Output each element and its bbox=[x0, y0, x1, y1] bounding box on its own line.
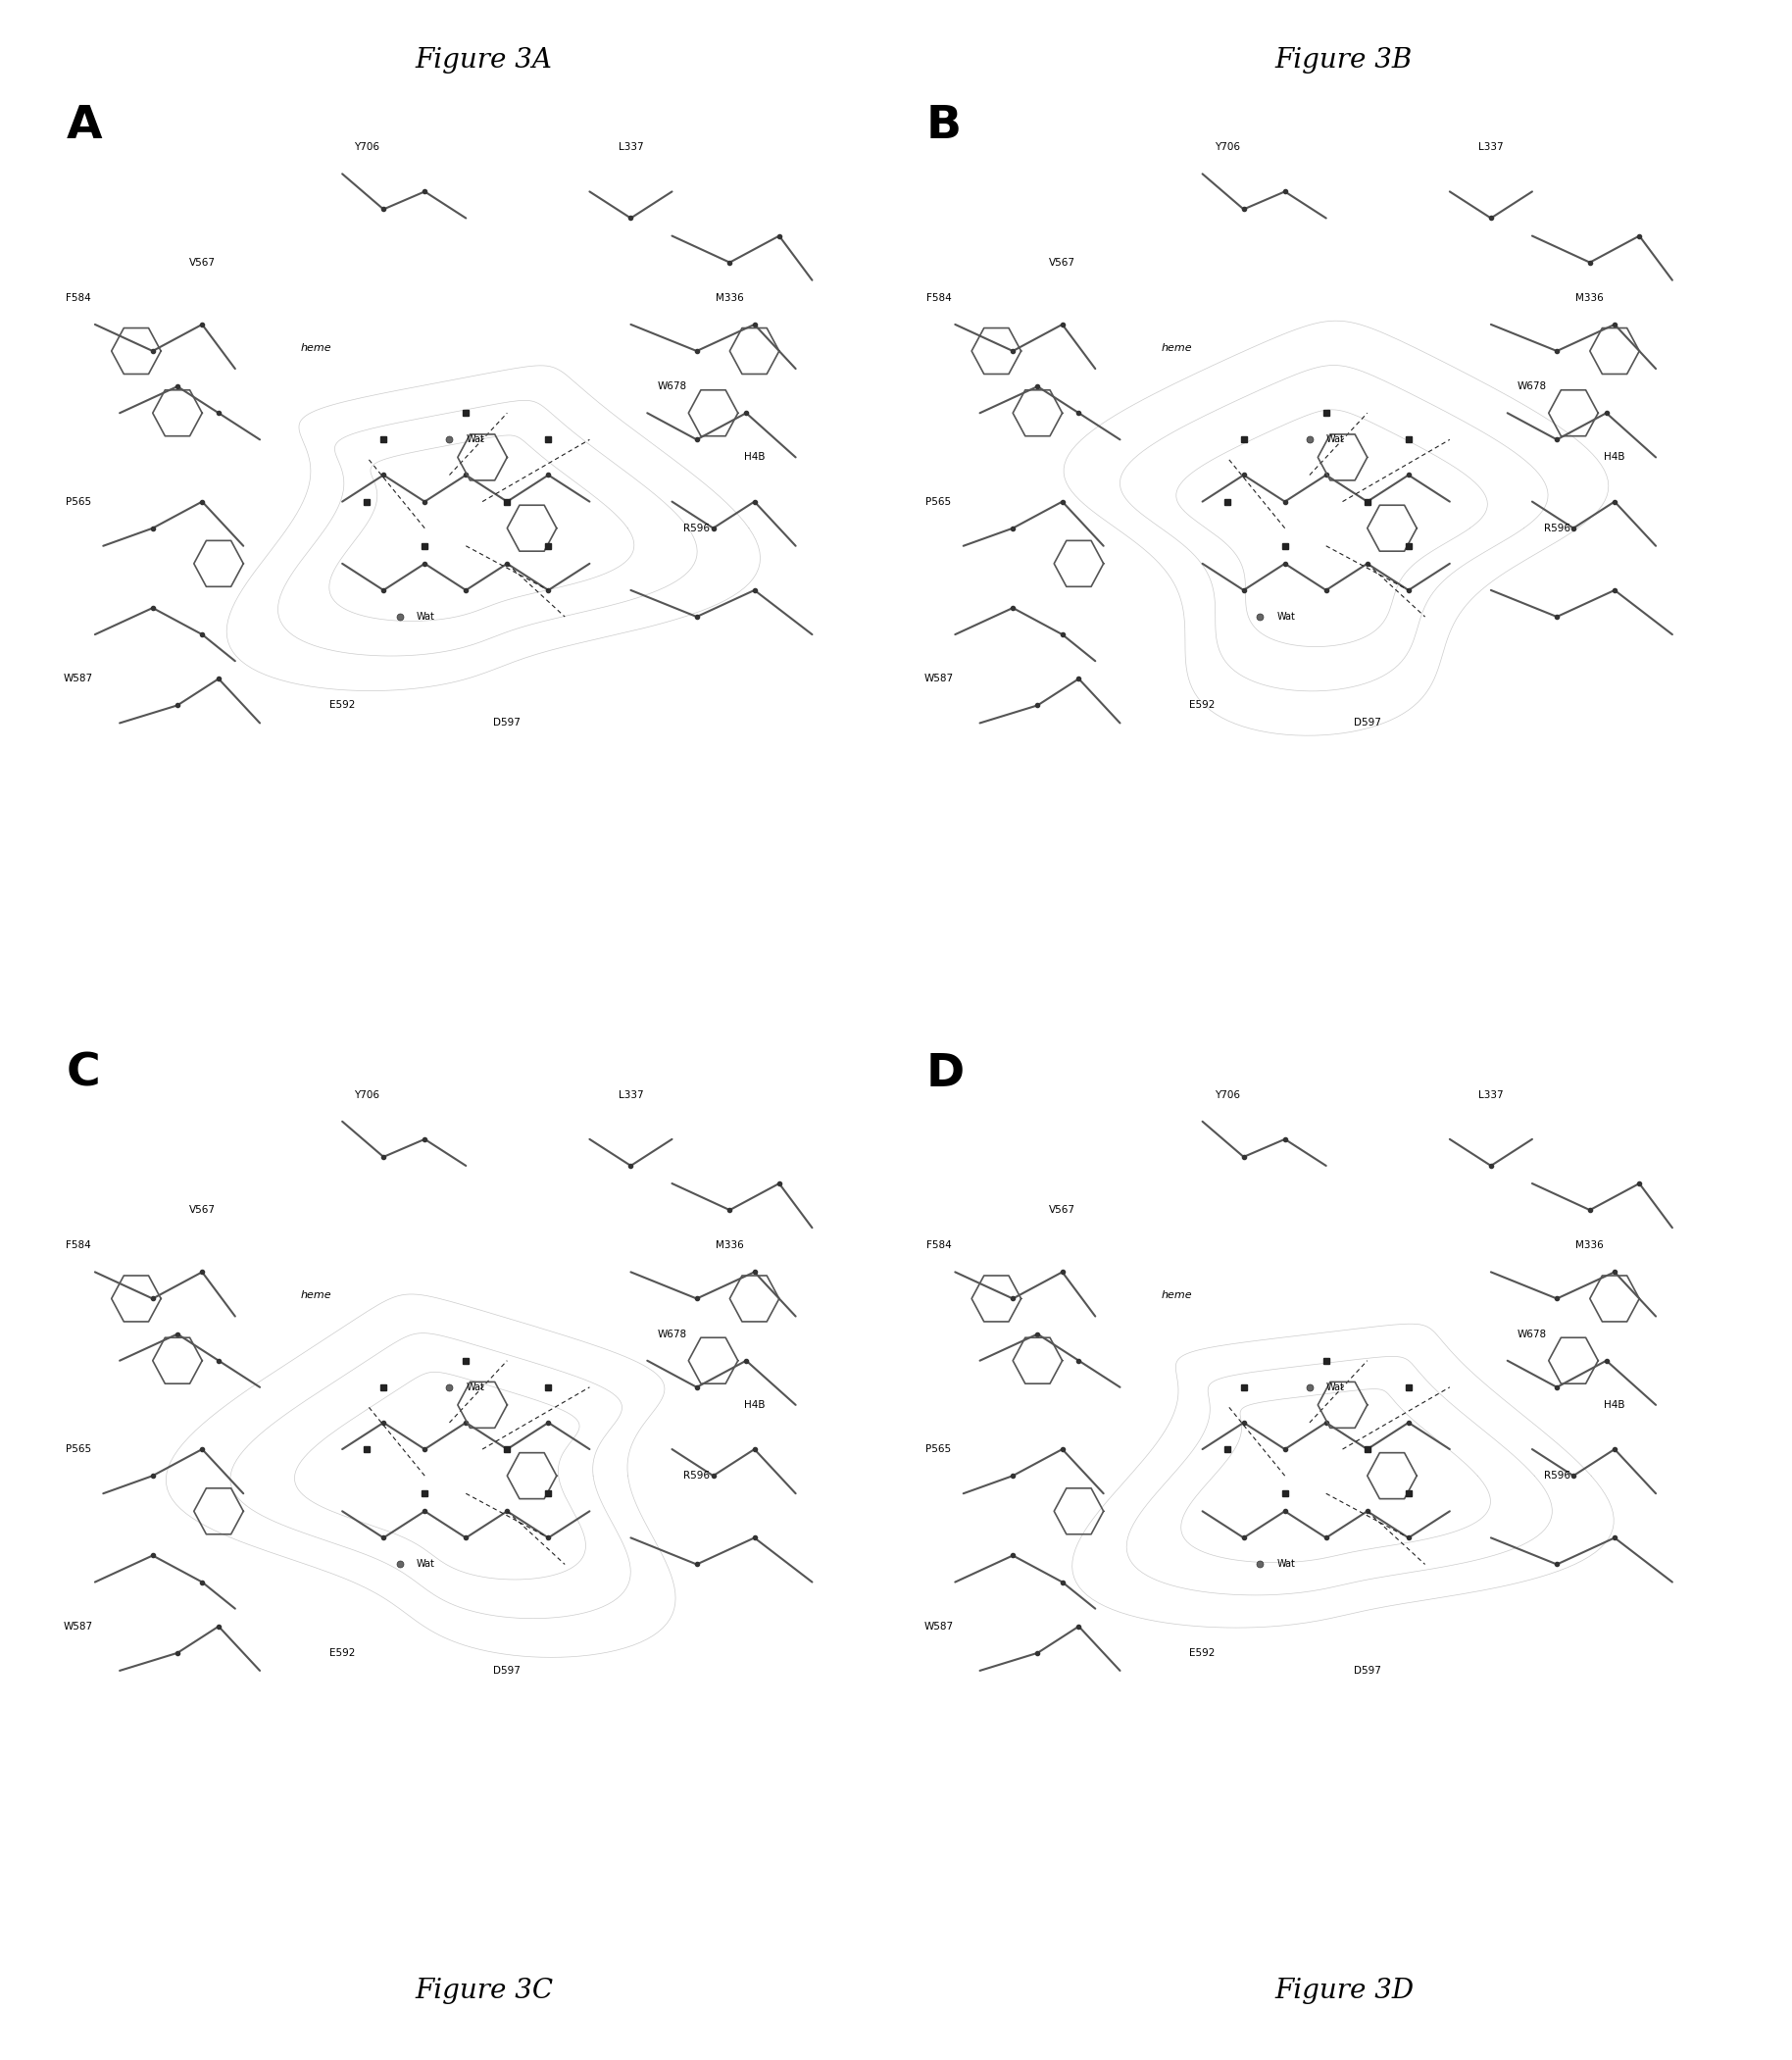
Text: D: D bbox=[926, 1053, 964, 1096]
Text: Wat: Wat bbox=[1276, 612, 1296, 622]
Text: V567: V567 bbox=[1048, 1205, 1075, 1215]
Text: R596: R596 bbox=[1543, 1471, 1570, 1481]
Text: W587: W587 bbox=[925, 674, 953, 684]
Text: W678: W678 bbox=[658, 381, 686, 391]
Text: D597: D597 bbox=[1353, 1667, 1382, 1675]
Text: P565: P565 bbox=[926, 1444, 952, 1454]
Text: Y706: Y706 bbox=[1215, 1090, 1240, 1100]
Text: Y706: Y706 bbox=[355, 142, 380, 152]
Text: W678: W678 bbox=[1518, 1329, 1546, 1339]
Text: F584: F584 bbox=[926, 1240, 952, 1250]
Text: D597: D597 bbox=[493, 719, 521, 727]
Text: R596: R596 bbox=[683, 1471, 710, 1481]
Text: E592: E592 bbox=[330, 700, 355, 711]
Text: B: B bbox=[926, 105, 962, 148]
Text: heme: heme bbox=[301, 344, 332, 352]
Text: V567: V567 bbox=[1048, 258, 1075, 268]
Text: Figure 3A: Figure 3A bbox=[416, 47, 552, 74]
Text: V567: V567 bbox=[188, 258, 215, 268]
Text: H4B: H4B bbox=[744, 1401, 765, 1409]
Text: Figure 3D: Figure 3D bbox=[1274, 1978, 1414, 2004]
Text: Wat: Wat bbox=[1276, 1559, 1296, 1570]
Text: W587: W587 bbox=[65, 674, 93, 684]
Text: M336: M336 bbox=[1575, 293, 1604, 303]
Text: F584: F584 bbox=[66, 1240, 91, 1250]
Text: Wat: Wat bbox=[416, 1559, 435, 1570]
Text: F584: F584 bbox=[66, 293, 91, 303]
Text: heme: heme bbox=[1161, 1292, 1192, 1300]
Text: Figure 3B: Figure 3B bbox=[1276, 47, 1412, 74]
Text: P565: P565 bbox=[66, 496, 91, 507]
Text: Wat: Wat bbox=[416, 612, 435, 622]
Text: R596: R596 bbox=[1543, 523, 1570, 534]
Text: Figure 3C: Figure 3C bbox=[414, 1978, 554, 2004]
Text: M336: M336 bbox=[715, 293, 744, 303]
Text: P565: P565 bbox=[926, 496, 952, 507]
Text: Wat: Wat bbox=[466, 1382, 484, 1393]
Text: D597: D597 bbox=[1353, 719, 1382, 727]
Text: V567: V567 bbox=[188, 1205, 215, 1215]
Text: E592: E592 bbox=[330, 1648, 355, 1658]
Text: L337: L337 bbox=[1478, 1090, 1503, 1100]
Text: W587: W587 bbox=[65, 1621, 93, 1632]
Text: W678: W678 bbox=[1518, 381, 1546, 391]
Text: C: C bbox=[66, 1053, 100, 1096]
Text: heme: heme bbox=[301, 1292, 332, 1300]
Text: Y706: Y706 bbox=[355, 1090, 380, 1100]
Text: P565: P565 bbox=[66, 1444, 91, 1454]
Text: E592: E592 bbox=[1190, 1648, 1215, 1658]
Text: Y706: Y706 bbox=[1215, 142, 1240, 152]
Text: D597: D597 bbox=[493, 1667, 521, 1675]
Text: heme: heme bbox=[1161, 344, 1192, 352]
Text: E592: E592 bbox=[1190, 700, 1215, 711]
Text: M336: M336 bbox=[1575, 1240, 1604, 1250]
Text: R596: R596 bbox=[683, 523, 710, 534]
Text: L337: L337 bbox=[618, 1090, 643, 1100]
Text: Wat: Wat bbox=[1326, 1382, 1344, 1393]
Text: M336: M336 bbox=[715, 1240, 744, 1250]
Text: A: A bbox=[66, 105, 102, 148]
Text: L337: L337 bbox=[618, 142, 643, 152]
Text: H4B: H4B bbox=[1604, 453, 1625, 461]
Text: W678: W678 bbox=[658, 1329, 686, 1339]
Text: Wat: Wat bbox=[466, 435, 484, 445]
Text: L337: L337 bbox=[1478, 142, 1503, 152]
Text: H4B: H4B bbox=[1604, 1401, 1625, 1409]
Text: F584: F584 bbox=[926, 293, 952, 303]
Text: Wat: Wat bbox=[1326, 435, 1344, 445]
Text: W587: W587 bbox=[925, 1621, 953, 1632]
Text: H4B: H4B bbox=[744, 453, 765, 461]
